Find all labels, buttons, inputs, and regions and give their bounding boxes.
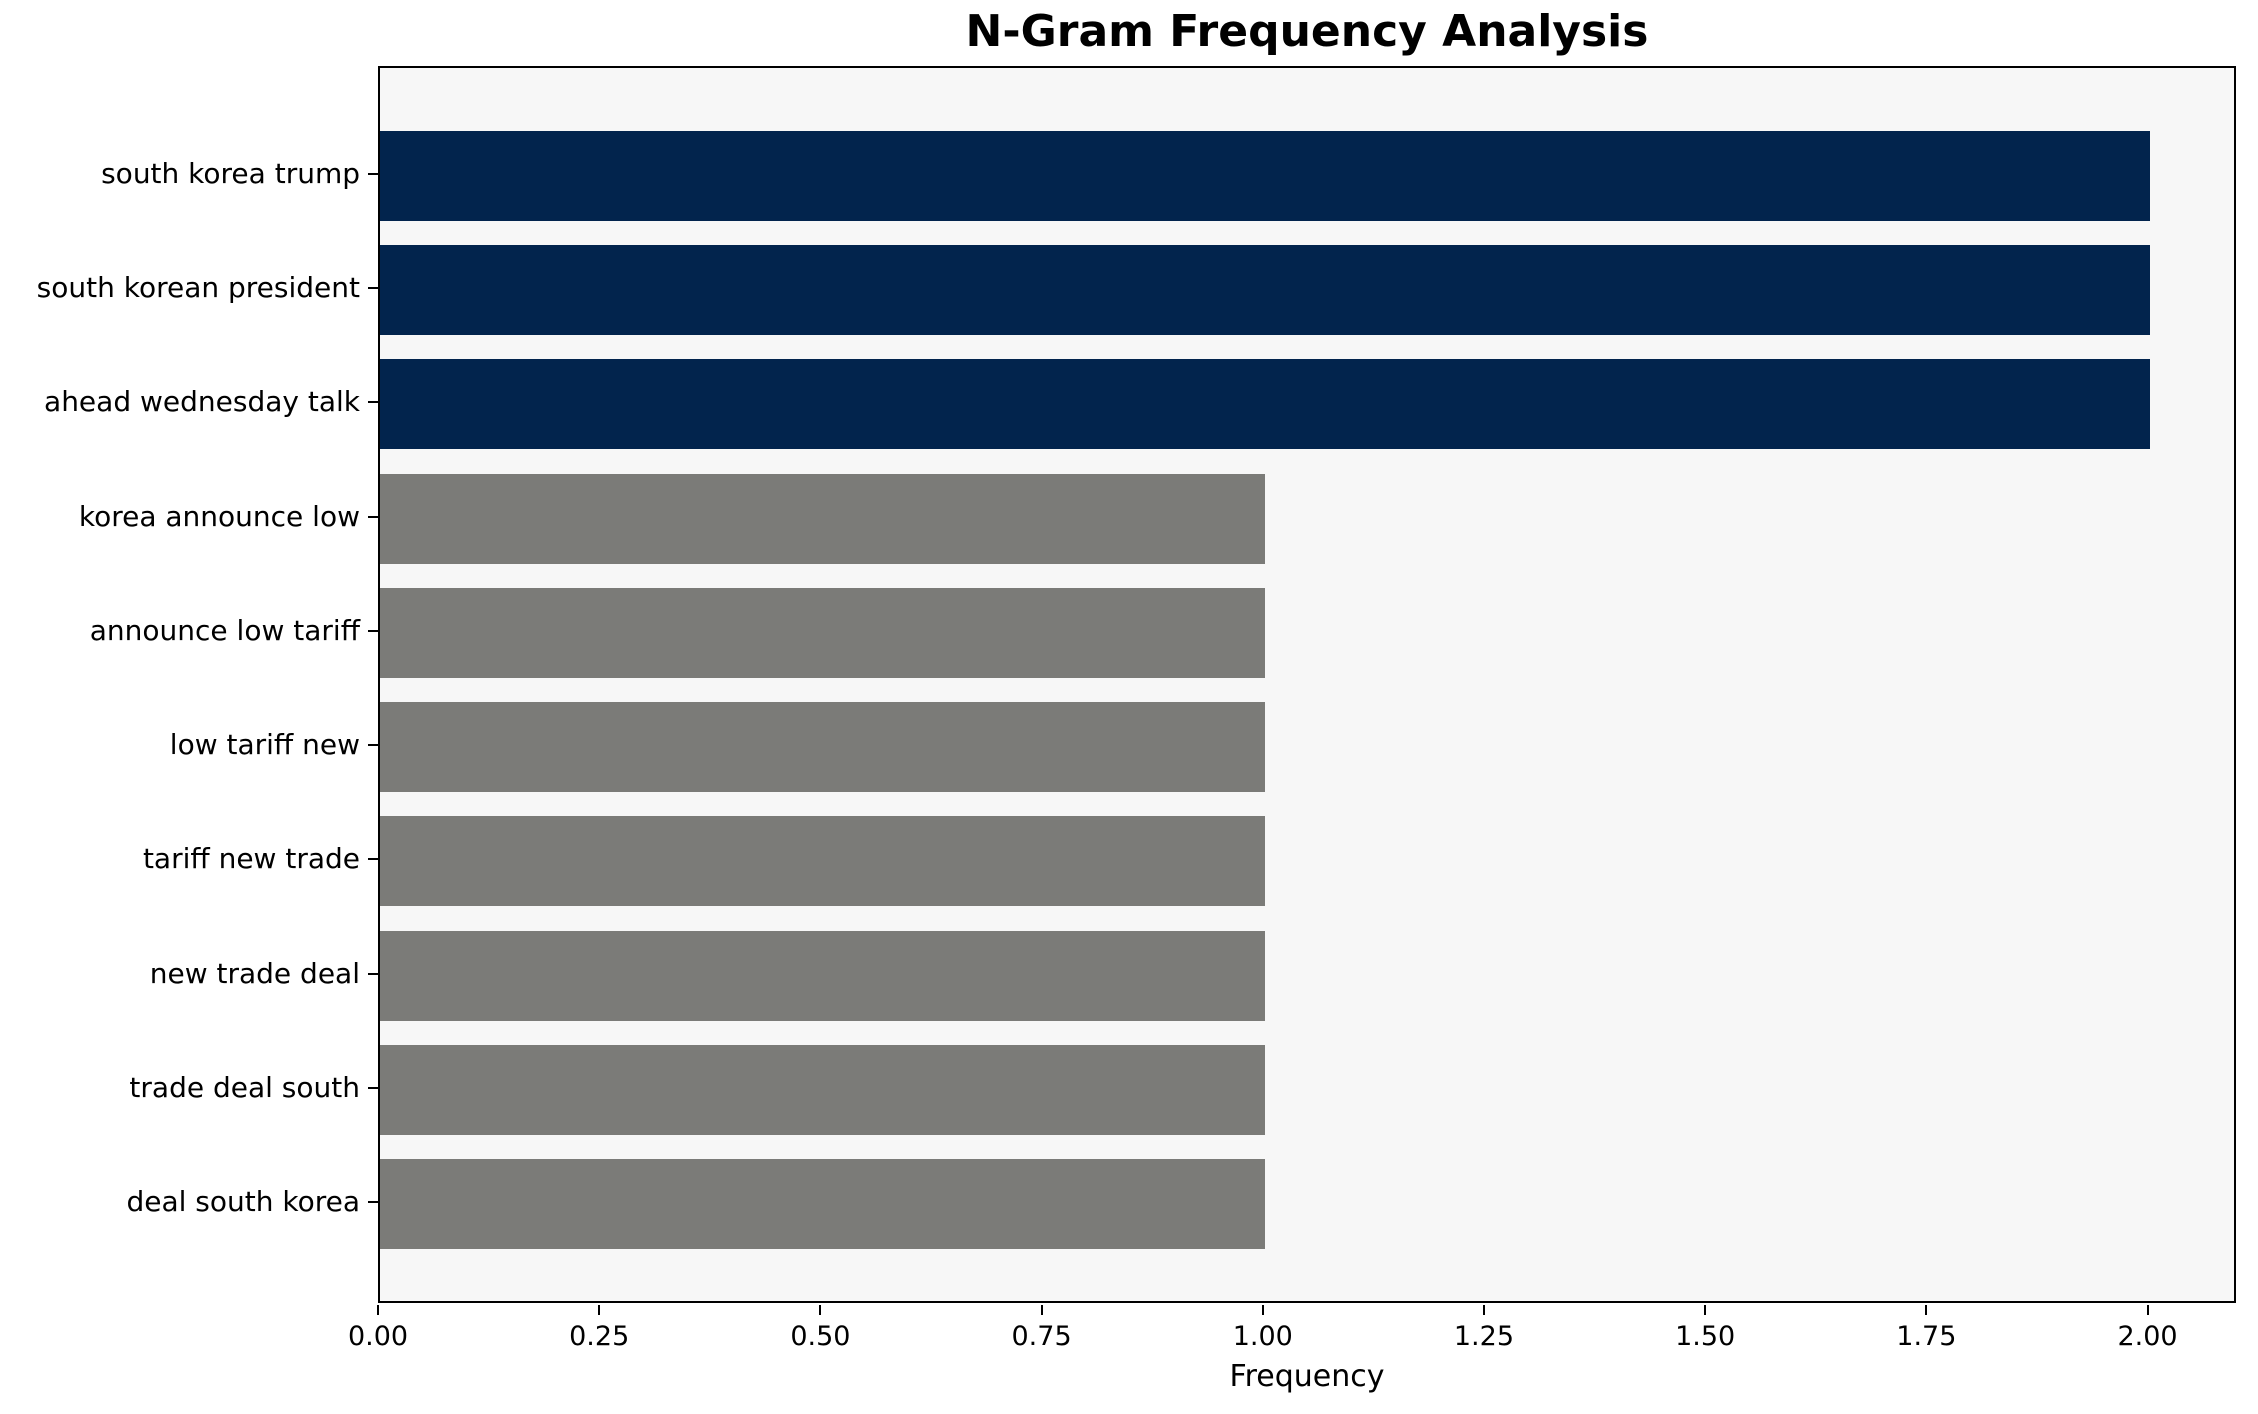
- x-tick-mark: [598, 1305, 601, 1315]
- bar: [380, 1044, 1265, 1135]
- y-tick-mark: [368, 401, 378, 404]
- x-tick-label: 1.75: [1896, 1321, 1957, 1352]
- y-tick-mark: [368, 629, 378, 632]
- y-tick-mark: [368, 972, 378, 975]
- y-tick-label: trade deal south: [129, 1070, 360, 1104]
- x-tick-label: 0.25: [569, 1321, 630, 1352]
- y-tick-label: south korea trump: [101, 157, 360, 190]
- x-tick-label: 1.00: [1232, 1321, 1293, 1352]
- bar: [380, 816, 1265, 907]
- y-tick-mark: [368, 1086, 378, 1089]
- x-axis-label: Frequency: [1229, 1359, 1385, 1394]
- chart-title: N-Gram Frequency Analysis: [965, 6, 1649, 57]
- bar: [380, 473, 1265, 564]
- y-tick-mark: [368, 744, 378, 747]
- bar: [380, 702, 1265, 793]
- bar: [380, 587, 1265, 678]
- x-tick-label: 0.00: [347, 1321, 409, 1352]
- y-tick-label: korea announce low: [78, 499, 360, 533]
- x-tick-label: 1.50: [1675, 1321, 1736, 1352]
- y-tick-mark: [368, 287, 378, 290]
- y-tick-label: tariff new trade: [142, 842, 360, 876]
- y-tick-label: deal south korea: [126, 1184, 360, 1218]
- y-tick-label: announce low tariff: [89, 613, 360, 647]
- x-tick-mark: [1925, 1305, 1928, 1315]
- y-tick-mark: [368, 173, 378, 175]
- bar: [380, 1158, 1265, 1249]
- x-tick-mark: [1482, 1305, 1485, 1315]
- x-tick-mark: [1704, 1305, 1707, 1315]
- x-tick-mark: [1261, 1305, 1264, 1315]
- bar: [380, 359, 2150, 450]
- bar: [380, 930, 1265, 1021]
- bar: [380, 131, 2150, 221]
- x-tick-label: 0.75: [1011, 1321, 1072, 1352]
- plot-area: [378, 66, 2236, 1303]
- y-tick-mark: [368, 515, 378, 518]
- x-tick-label: 1.25: [1453, 1321, 1514, 1352]
- y-tick-label: low tariff new: [169, 728, 360, 762]
- x-tick-label: 0.50: [790, 1321, 851, 1352]
- y-tick-label: south korean president: [36, 271, 360, 305]
- y-tick-label: ahead wednesday talk: [44, 385, 360, 419]
- y-tick-label: new trade deal: [149, 956, 360, 990]
- y-tick-mark: [368, 858, 378, 861]
- bar: [380, 245, 2150, 336]
- x-tick-mark: [2146, 1305, 2149, 1315]
- x-tick-mark: [377, 1305, 379, 1315]
- y-tick-mark: [368, 1200, 378, 1203]
- x-tick-mark: [819, 1305, 822, 1315]
- x-tick-mark: [1040, 1305, 1043, 1315]
- x-tick-label: 2.00: [2117, 1321, 2178, 1352]
